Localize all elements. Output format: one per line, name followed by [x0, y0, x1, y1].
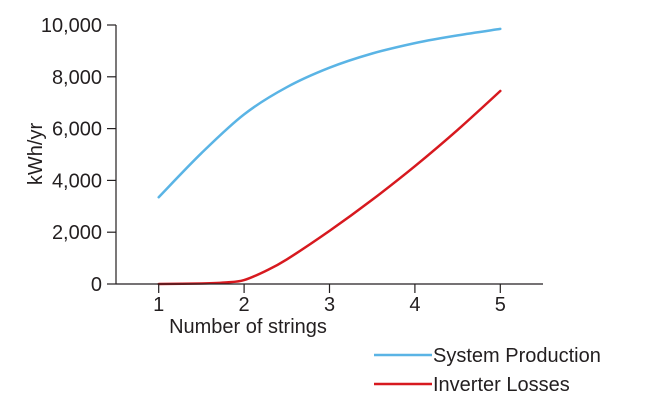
x-tick-label: 3 [324, 294, 335, 316]
y-ticks: 0 2,000 4,000 6,000 8,000 10,000 [41, 15, 116, 296]
legend: System Production Inverter Losses [374, 345, 601, 396]
axes [115, 25, 543, 285]
x-tick-label: 5 [495, 294, 506, 316]
plot-area [157, 27, 502, 286]
y-tick-label: 6,000 [52, 119, 102, 141]
x-ticks: 1 2 3 4 5 [153, 284, 506, 316]
series-line-inverter-losses [157, 89, 502, 286]
x-tick-label: 1 [153, 294, 164, 316]
y-axis-title: kWh/yr [25, 123, 47, 186]
x-tick-label: 4 [409, 294, 420, 316]
y-tick-label: 8,000 [52, 67, 102, 89]
y-tick-label: 2,000 [52, 222, 102, 244]
x-tick-label: 2 [239, 294, 250, 316]
y-tick-label: 10,000 [41, 15, 102, 37]
legend-label-inverter-losses: Inverter Losses [433, 374, 570, 396]
y-tick-label: 4,000 [52, 170, 102, 192]
series-line-system-production [157, 27, 502, 199]
x-axis-title: Number of strings [169, 316, 327, 338]
y-tick-label: 0 [91, 274, 102, 296]
legend-label-system-production: System Production [433, 345, 601, 367]
